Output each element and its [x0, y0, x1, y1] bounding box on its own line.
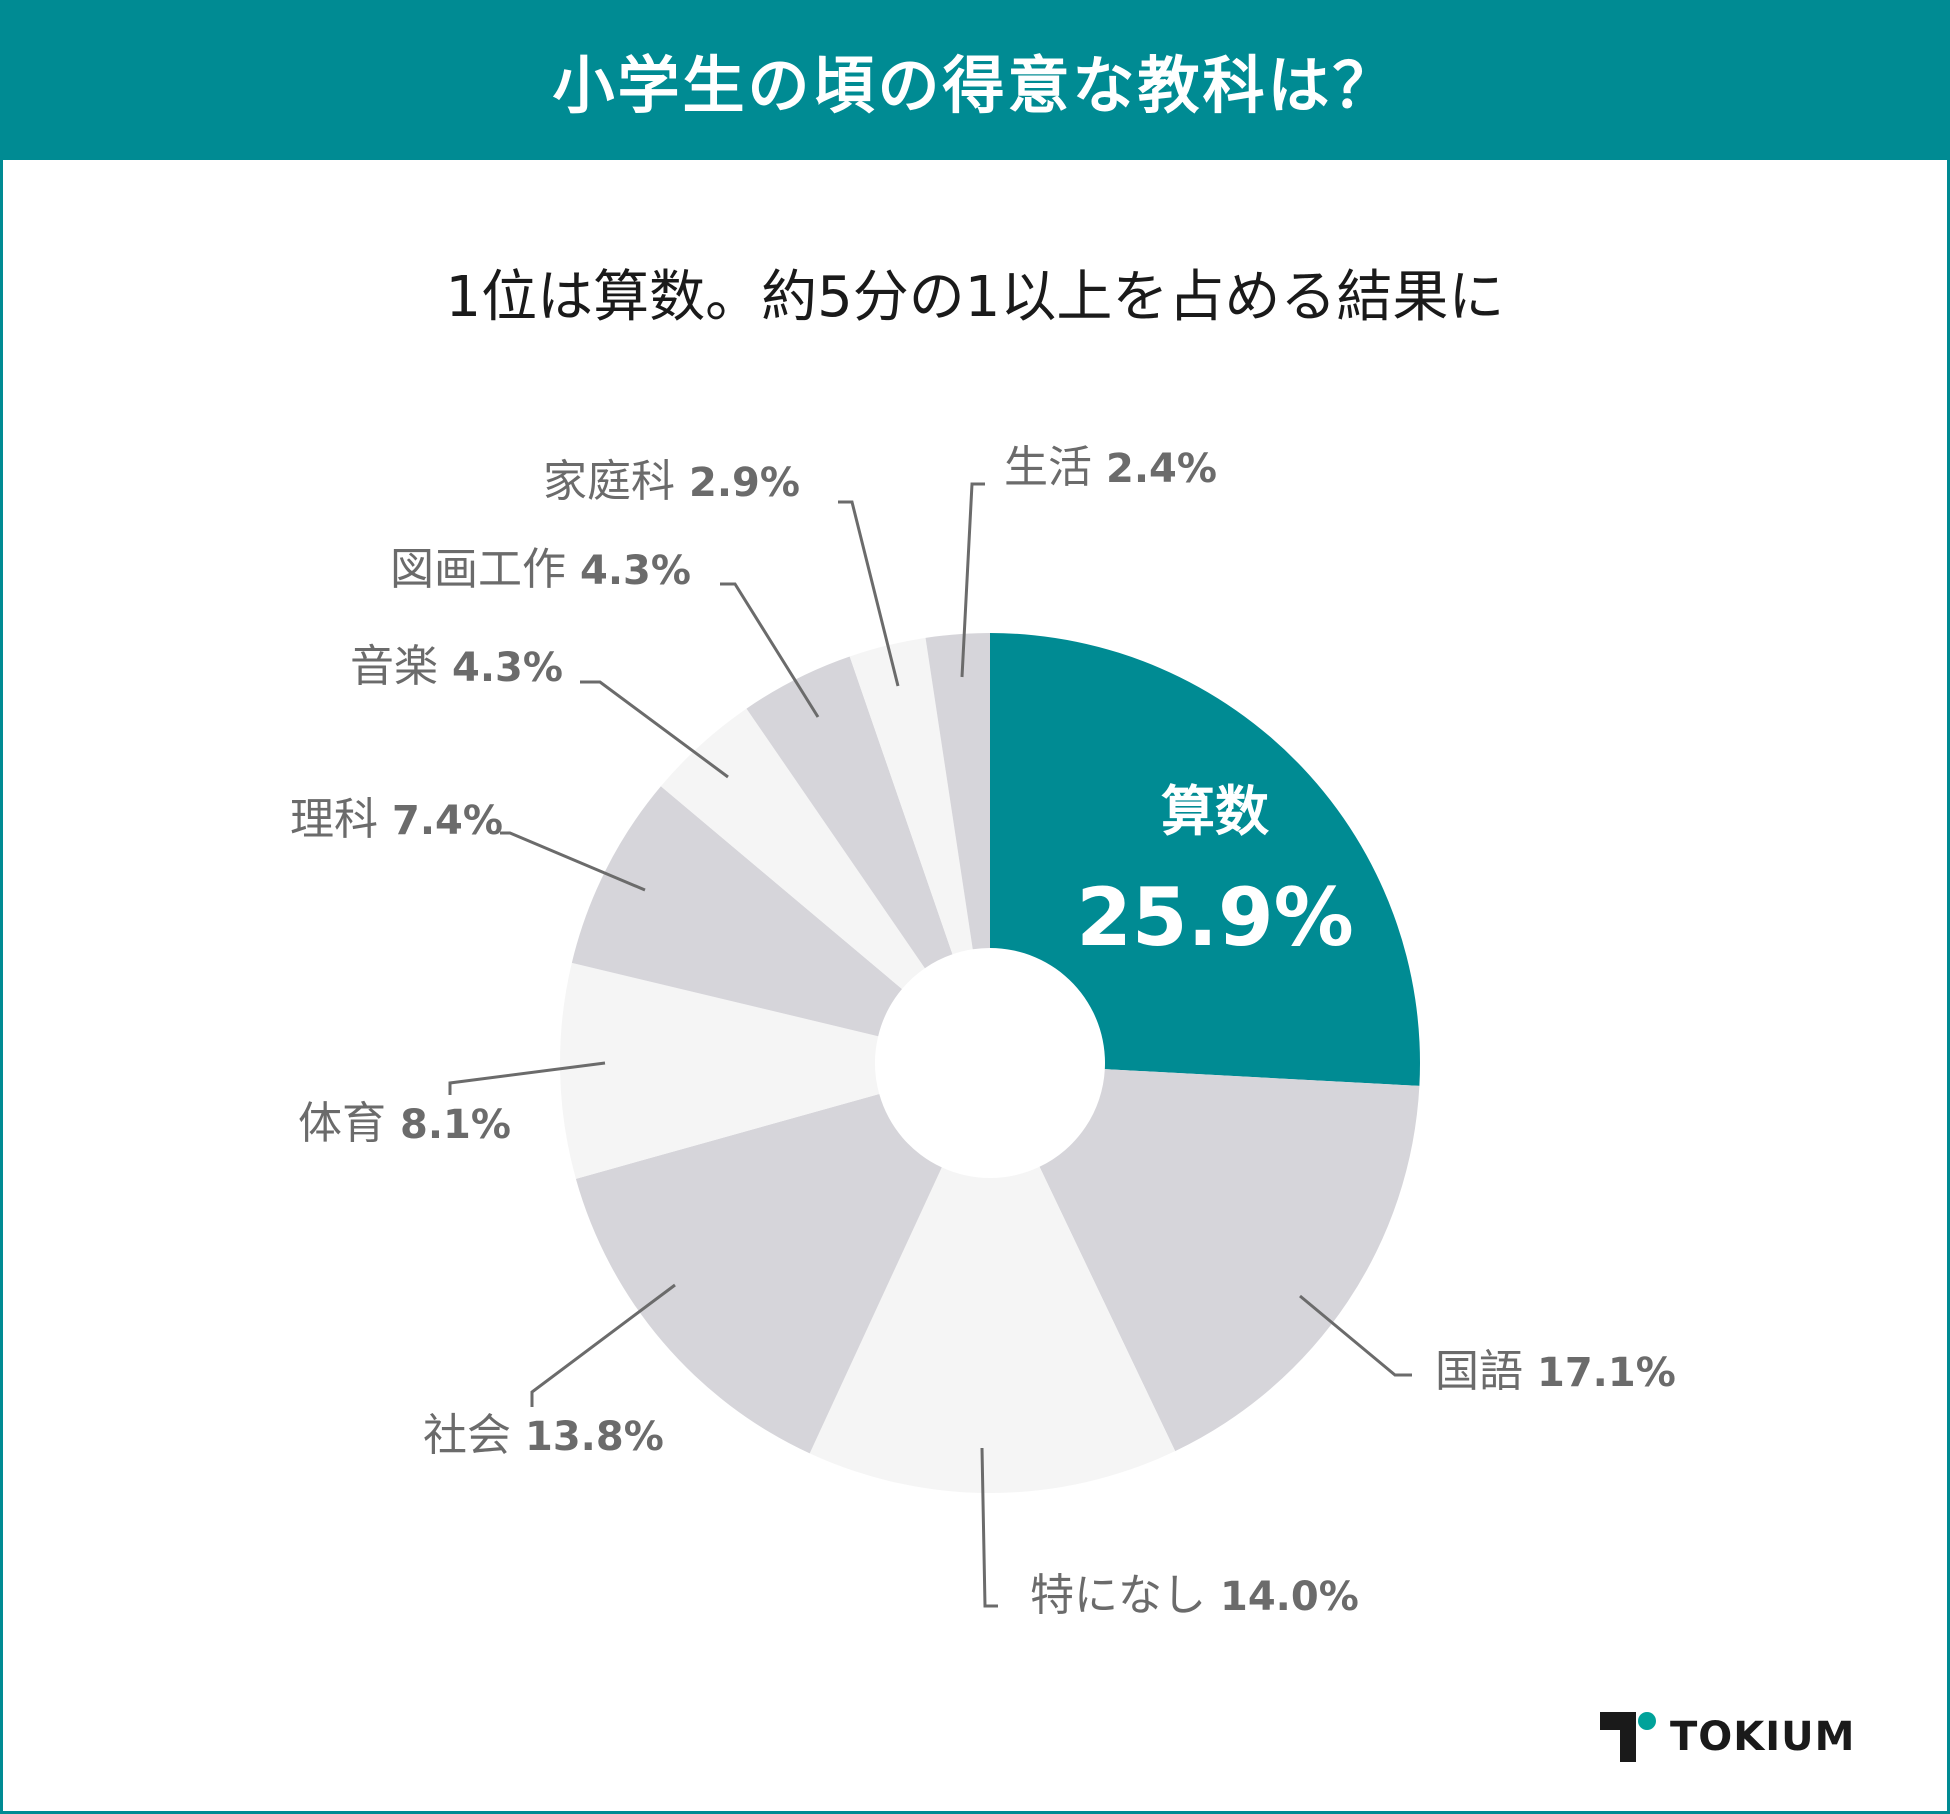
slice-算数 — [990, 633, 1420, 1086]
tokium-logo: TOKIUM — [1600, 1712, 1855, 1762]
header-bar: 小学生の頃の得意な教科は？ — [0, 0, 1950, 160]
slice-理科 — [571, 786, 902, 1037]
slice-label: 体育 8.1% — [298, 1098, 511, 1149]
slice-label: 理科 7.4% — [290, 794, 503, 845]
page-title: 小学生の頃の得意な教科は？ — [552, 49, 1398, 122]
slice-音楽 — [660, 708, 925, 989]
tokium-logo-text: TOKIUM — [1670, 1714, 1856, 1760]
slice-label: 算数 — [1161, 780, 1269, 843]
slice-国語 — [1039, 1069, 1420, 1452]
chart-subtitle: 1位は算数。約5分の1以上を占める結果に — [445, 265, 1505, 330]
slice-label: 特になし 14.0% — [1030, 1570, 1359, 1621]
leader-line — [448, 1061, 606, 1095]
slice-生活 — [925, 633, 990, 950]
slice-label: 生活 2.4% — [1004, 442, 1217, 493]
leader-line — [500, 831, 646, 892]
leader-line — [580, 680, 729, 779]
leader-line — [960, 482, 985, 678]
slice-label: 社会 13.8% — [423, 1410, 664, 1461]
slice-社会 — [575, 1093, 942, 1454]
leader-line — [1299, 1294, 1412, 1377]
leader-line — [720, 582, 820, 718]
slice-label: 国語 17.1% — [1435, 1346, 1676, 1397]
tokium-logo-mark — [1600, 1712, 1656, 1762]
slice-図画工作 — [746, 656, 953, 969]
slice-value-label: 25.9% — [1076, 871, 1354, 964]
slice-体育 — [560, 962, 880, 1179]
slice-label: 音楽 4.3% — [350, 641, 563, 692]
leader-line — [980, 1447, 998, 1608]
slice-特になし — [809, 1166, 1176, 1494]
leader-line — [530, 1283, 676, 1407]
slice-label: 家庭科 2.9% — [543, 456, 800, 507]
slice-家庭科 — [849, 637, 973, 955]
leader-line — [838, 500, 900, 687]
slice-label: 図画工作 4.3% — [390, 544, 691, 595]
